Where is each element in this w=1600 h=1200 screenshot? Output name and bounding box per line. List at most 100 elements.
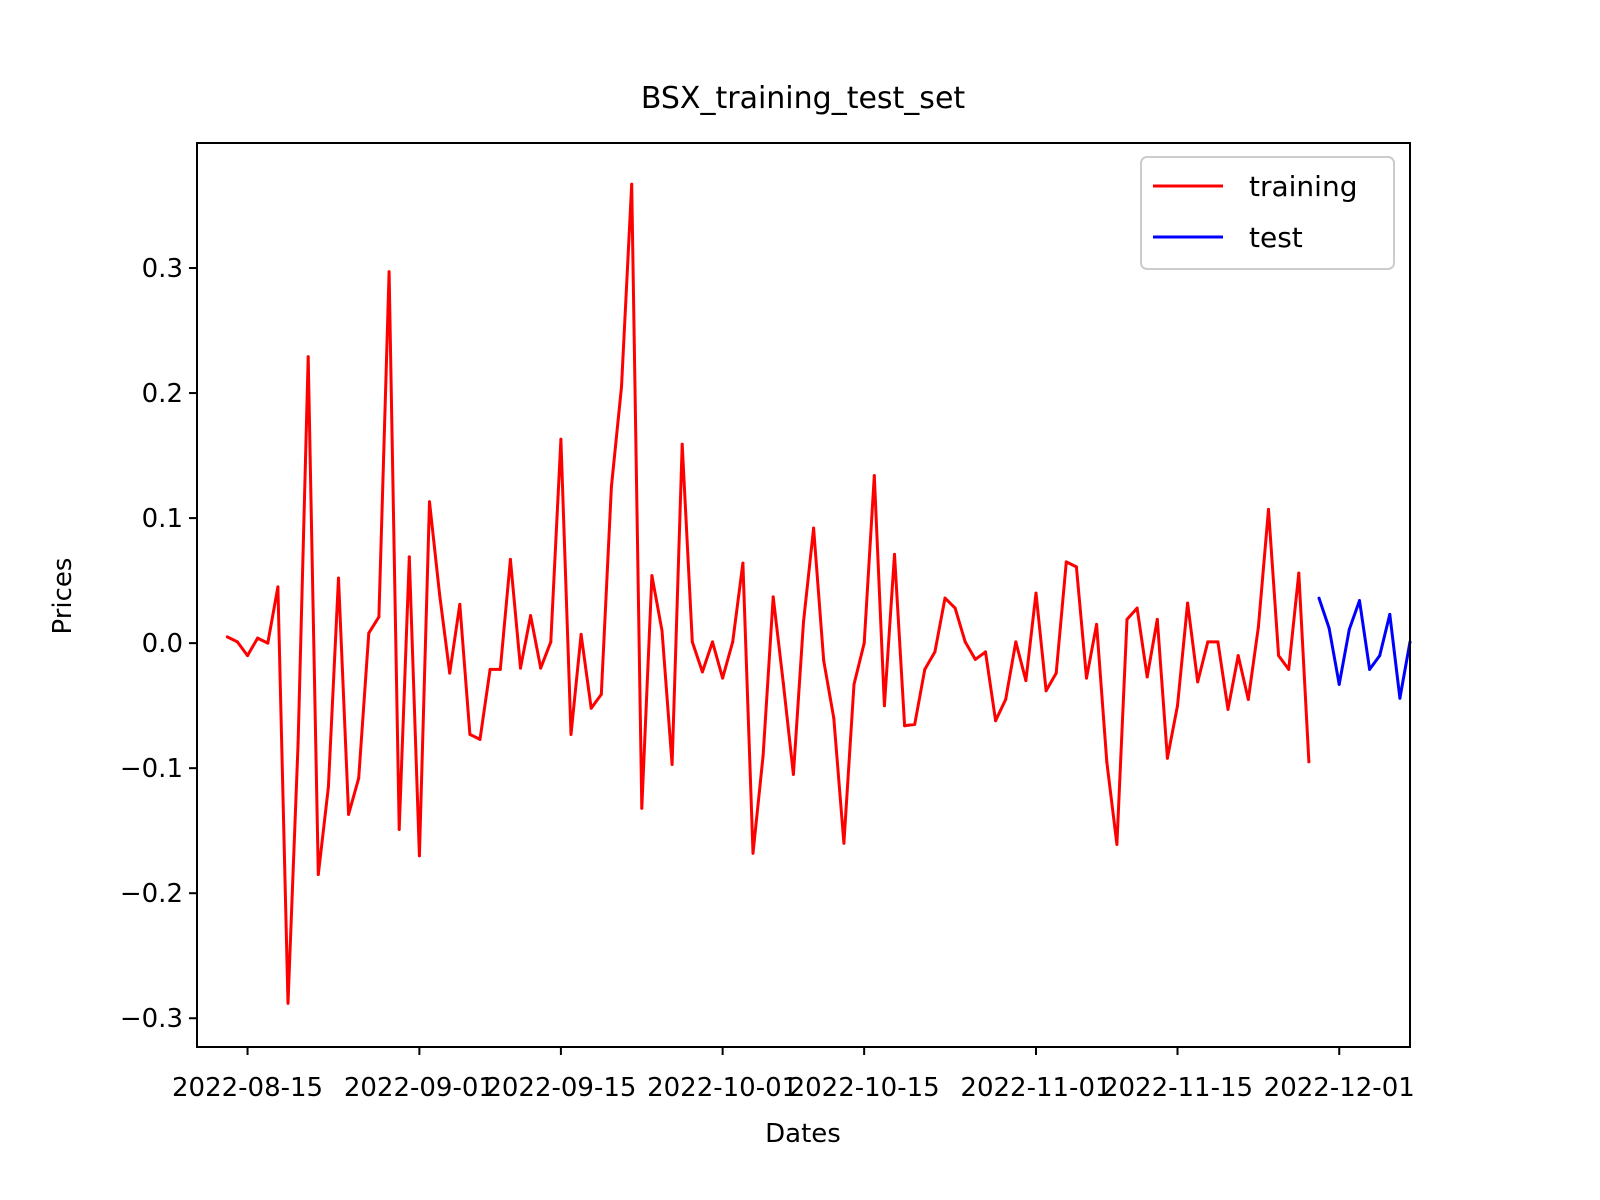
data-point-training [812,526,816,530]
data-point-training [903,724,907,728]
data-point-training [428,500,431,504]
legend-label-training: training [1249,170,1357,203]
x-tick-label: 2022-12-01 [1264,1073,1415,1103]
data-point-training [326,785,330,789]
data-point-training [1236,654,1240,658]
series-layer [225,182,1412,1005]
data-point-training [1216,640,1220,644]
data-point-training [478,737,482,741]
data-point-test [1358,599,1361,603]
data-point-training [1307,760,1311,764]
data-point-training [347,812,351,816]
data-point-training [458,602,462,606]
data-point-training [832,716,836,720]
legend: training test [1140,156,1395,270]
data-point-training [994,719,998,723]
data-point-training [377,615,381,619]
x-tick-label: 2022-10-15 [789,1073,940,1103]
data-point-training [367,631,371,635]
x-axis-label: Dates [765,1119,841,1149]
data-point-training [963,640,967,644]
data-point-training [306,355,310,359]
data-point-training [1145,675,1149,679]
y-tick-label: 0.1 [142,504,183,534]
data-point-training [296,741,300,745]
data-point-training [569,732,573,736]
data-point-training [670,762,674,766]
data-point-training [256,636,260,640]
data-point-test [1337,682,1341,686]
x-tick-label: 2022-08-15 [172,1073,323,1103]
data-point-training [690,640,694,644]
data-point-training [882,704,886,708]
data-point-training [266,641,270,645]
y-tick-label: −0.3 [120,1004,183,1034]
data-point-training [1024,679,1028,683]
data-point-training [1246,697,1250,701]
data-point-training [1297,571,1301,575]
data-point-training [872,474,876,478]
data-point-training [984,650,987,654]
data-point-test [1317,596,1321,600]
data-point-training [771,595,775,599]
data-point-training [559,437,563,441]
y-tick-label: 0.3 [142,254,183,284]
series-line-training [226,182,1311,1005]
data-point-training [1277,654,1281,658]
data-point-training [791,772,795,776]
y-axis-label: Prices [48,558,78,635]
data-point-training [913,722,917,726]
data-point-test [1327,626,1331,630]
data-point-training [498,667,502,671]
data-point-training [438,592,442,596]
data-point-test [1398,696,1402,700]
data-point-training [953,606,957,610]
data-point-training [609,485,613,489]
data-point-test [1388,612,1392,616]
data-point-training [923,667,927,671]
y-tick-label: 0.2 [142,379,183,409]
plot-frame [196,142,1411,1048]
x-tick-label: 2022-11-01 [960,1073,1111,1103]
data-point-training [1287,667,1291,671]
data-point-training [599,692,603,696]
data-point-training [1054,671,1058,675]
data-point-training [1125,617,1129,621]
data-point-training [943,596,947,600]
data-point-training [1044,689,1048,693]
data-point-training [640,806,644,810]
data-point-training [357,776,361,780]
data-point-training [1014,640,1018,644]
data-point-training [276,585,280,589]
data-point-training [539,666,543,670]
data-point-training [1135,606,1139,610]
x-tick-label: 2022-10-01 [647,1073,798,1103]
data-point-training [1186,601,1190,605]
data-point-test [1378,654,1382,658]
x-tick-label: 2022-09-15 [485,1073,636,1103]
legend-label-test: test [1249,221,1303,254]
data-point-training [630,182,634,186]
data-point-training [246,654,249,658]
series-line-test [1317,597,1412,700]
data-point-training [1034,591,1038,595]
data-point-training [1267,507,1270,511]
data-point-training [700,670,704,674]
y-tick-label: 0.0 [142,629,183,659]
data-point-training [1074,565,1078,569]
data-point-training [731,640,735,644]
data-point-training [387,270,391,274]
chart-title: BSX_training_test_set [641,81,966,116]
data-point-training [488,667,492,671]
data-point-training [1085,676,1088,680]
data-point-training [549,640,553,644]
x-tick-label: 2022-11-15 [1102,1073,1253,1103]
data-point-training [620,385,623,389]
data-point-training [761,754,765,758]
data-point-training [337,576,340,580]
data-point-training [397,827,401,831]
data-point-training [235,640,239,644]
data-point-training [973,657,977,661]
